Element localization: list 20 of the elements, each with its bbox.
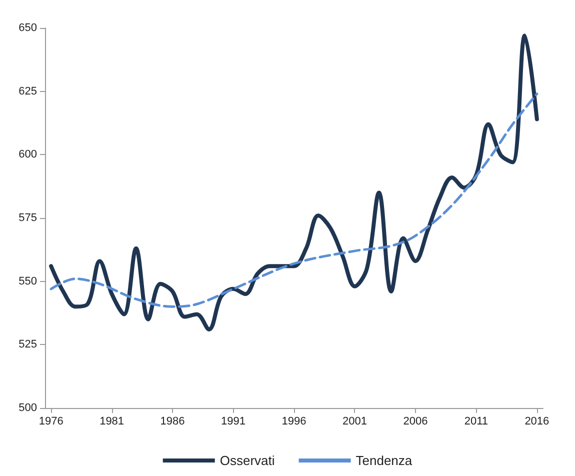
y-tick-label: 650: [18, 22, 37, 34]
y-tick-label: 575: [18, 212, 37, 224]
line-series: [49, 34, 539, 332]
x-tick-label: 2006: [403, 416, 428, 428]
x-tick-label: 1996: [282, 416, 306, 428]
x-tick-label: 2011: [464, 416, 488, 428]
y-tick-label: 625: [18, 85, 37, 98]
y-tick-label: 525: [18, 338, 37, 351]
x-tick-label: 1976: [38, 416, 64, 428]
x-tick-label: 2001: [342, 416, 367, 428]
x-tick-label: 1991: [221, 416, 246, 428]
y-tick-label: 550: [18, 275, 37, 288]
x-tick-label: 2016: [524, 416, 550, 428]
line-series: [50, 92, 538, 308]
legend-label: Osservati: [220, 453, 275, 468]
x-tick-label: 1986: [160, 416, 185, 428]
y-tick-label: 500: [18, 402, 37, 414]
y-tick-label: 600: [18, 148, 37, 161]
legend-label: Tendenza: [356, 453, 413, 468]
x-tick-label: 1981: [100, 416, 124, 428]
